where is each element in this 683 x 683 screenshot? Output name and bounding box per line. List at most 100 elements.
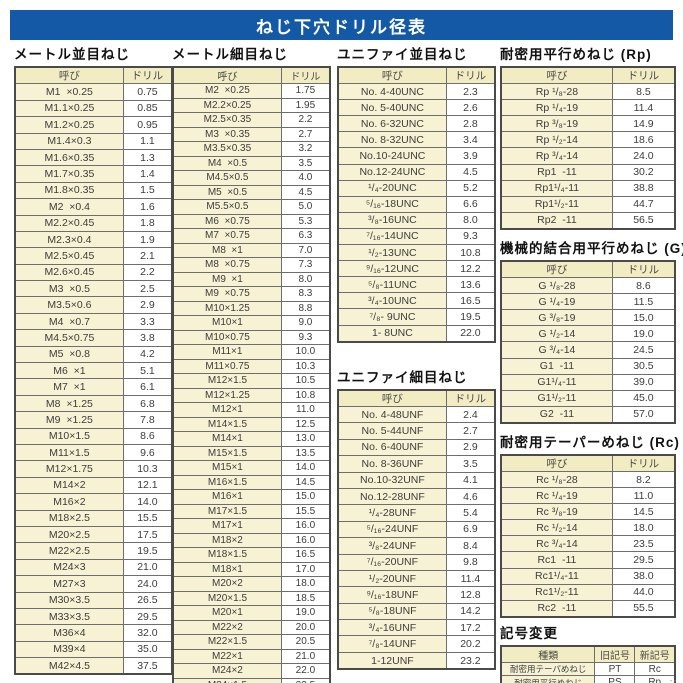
value-cell: 2.8: [445, 115, 496, 133]
name-cell: ¹/₄-28UNF: [337, 504, 447, 522]
name-cell: No. 4-48UNF: [337, 405, 447, 424]
name-cell: M4 ×0.7: [14, 312, 124, 331]
value-cell: Rp: [634, 675, 676, 683]
table-row: M24×3 21.0: [14, 558, 173, 577]
name-cell: No.10-24UNC: [337, 147, 447, 165]
name-cell: M7 ×1: [14, 378, 124, 396]
column-pipe-threads: 耐密用平行めねじ (Rp) 呼び ドリル Rp ¹/₈-28 8.5 Rp ¹/₄-…: [500, 46, 683, 683]
header-row: 呼び ドリル: [337, 389, 496, 407]
table-row: M1.2×0.25 0.95: [14, 116, 173, 134]
name-cell: No. 5-40UNC: [337, 99, 447, 117]
table-row: M3.5×0.35 3.2: [172, 141, 331, 157]
value-cell: 19.0: [611, 325, 676, 343]
name-cell: ¹/₂-13UNC: [337, 244, 447, 262]
value-cell: 5.1: [122, 362, 173, 380]
name-cell: ⁹/₁₆-18UNF: [337, 586, 447, 604]
name-cell: No. 8-36UNF: [337, 455, 447, 473]
name-cell: M17×1.5: [172, 503, 282, 519]
table-row: ³/₄-10UNC 16.5: [337, 292, 496, 310]
table-row: M5 ×0.8 4.2: [14, 345, 173, 364]
value-cell: 10.3: [280, 358, 331, 374]
value-cell: 3.3: [122, 312, 173, 331]
table-row: G ³/₈-19 15.0: [500, 309, 676, 327]
value-cell: 19.5: [122, 542, 173, 560]
table-row: M7 ×1 6.1: [14, 378, 173, 396]
unified-fine-table: 呼び ドリル No. 4-48UNF 2.4 No. 5-44UNF 2.7 No. 6…: [337, 388, 496, 671]
name-cell: Rc1 -11: [500, 551, 613, 569]
value-cell: 3.8: [122, 329, 173, 347]
table-row: G ¹/₂-14 19.0: [500, 325, 676, 343]
name-cell: No. 8-32UNC: [337, 131, 447, 149]
table-row: M1.8×0.35 1.5: [14, 181, 173, 200]
value-cell: 10.5: [280, 373, 331, 389]
table-row: M11×1.5 9.6: [14, 443, 173, 462]
name-cell: M4.5×0.5: [172, 170, 282, 186]
name-cell: G1¹/₄-11: [500, 373, 613, 391]
name-cell: M2 ×0.4: [14, 198, 124, 216]
value-cell: 2.7: [445, 422, 496, 440]
name-cell: M12×1: [172, 402, 282, 418]
table-row: M9 ×1 8.0: [172, 271, 331, 287]
name-cell: M22×1.5: [172, 634, 282, 650]
value-cell: 3.9: [445, 147, 496, 165]
value-cell: 16.5: [280, 547, 331, 563]
table-row: Rp ¹/₂-14 18.6: [500, 131, 676, 149]
table-row: M30×3.5 26.5: [14, 591, 173, 609]
value-cell: 39.0: [611, 373, 676, 391]
table-row: ⁹/₁₆-12UNC 12.2: [337, 260, 496, 278]
value-cell: 9.0: [280, 315, 331, 331]
name-cell: G ¹/₄-19: [500, 293, 613, 311]
table-row: M12×1.75 10.3: [14, 460, 173, 478]
name-cell: 1- 8UNC: [337, 324, 447, 343]
value-cell: 11.0: [280, 402, 331, 418]
name-column-header: 呼び: [14, 66, 124, 85]
drill-column-header: ドリル: [611, 260, 676, 279]
name-cell: M8 ×0.75: [172, 257, 282, 273]
name-cell: M16×2: [14, 493, 124, 511]
name-cell: M18×2: [172, 532, 282, 548]
table-row: No. 8-32UNC 3.4: [337, 131, 496, 149]
table-row: M12×1 11.0: [172, 402, 331, 418]
name-cell: M24×3: [14, 558, 124, 577]
table-row: Rp ¹/₈-28 8.5: [500, 83, 676, 101]
table-row: ⁹/₁₆-18UNF 12.8: [337, 586, 496, 604]
value-cell: 16.0: [280, 518, 331, 534]
name-cell: M10×1: [172, 315, 282, 331]
value-cell: 18.0: [611, 519, 676, 537]
name-cell: M1.4×0.3: [14, 132, 124, 150]
name-cell: ⁷/₁₆-20UNF: [337, 553, 447, 571]
value-cell: 14.0: [122, 493, 173, 511]
table-row: 1-12UNF 23.2: [337, 651, 496, 670]
name-cell: M9 ×0.75: [172, 286, 282, 302]
table-row: M1.4×0.3 1.1: [14, 132, 173, 150]
table-row: M24×1.522.5: [172, 677, 331, 683]
name-cell: M10×1.5: [14, 427, 124, 445]
name-column-header: 呼び: [500, 454, 613, 472]
name-cell: 1-12UNF: [337, 651, 447, 670]
value-cell: 18.5: [280, 590, 331, 606]
table-row: Rp1¹/₄-11 38.8: [500, 179, 676, 197]
table-row: M10×1.25 8.8: [172, 300, 331, 316]
name-cell: Rc ¹/₄-19: [500, 487, 613, 505]
table-row: M17×1 16.0: [172, 518, 331, 534]
section-title-metric-fine: メートル細目ねじ: [172, 47, 288, 62]
name-cell: ⁵/₈-18UNF: [337, 602, 447, 621]
name-cell: 耐密用平行めねじ: [500, 675, 596, 683]
name-cell: ¹/₂-20UNF: [337, 569, 447, 588]
name-cell: M14×1.5: [172, 416, 282, 432]
section-title-unified-fine: ユニファイ細目ねじ: [337, 369, 468, 385]
name-cell: Rc ¹/₈-28: [500, 470, 613, 489]
value-cell: 11.4: [611, 99, 676, 117]
table-row: M1.1×0.25 0.85: [14, 99, 173, 118]
value-cell: Rc: [634, 661, 676, 677]
table-row: Rc1 -11 29.5: [500, 551, 676, 569]
table-row: ⁷/₈- 9UNC 19.5: [337, 308, 496, 326]
name-cell: Rp ³/₈-19: [500, 115, 613, 133]
value-cell: 1.8: [122, 214, 173, 232]
metric-coarse-table: 呼び ドリル M1 ×0.25 0.75 M1.1×0.25 0.85 M1.2×0.2…: [14, 66, 173, 676]
table-row: Rp1 -11 30.2: [500, 163, 676, 181]
table-row: M4 ×0.5 3.5: [172, 155, 331, 171]
name-cell: ¹/₄-20UNC: [337, 179, 447, 197]
name-cell: M2.6×0.45: [14, 263, 124, 282]
value-cell: 7.3: [280, 257, 331, 273]
